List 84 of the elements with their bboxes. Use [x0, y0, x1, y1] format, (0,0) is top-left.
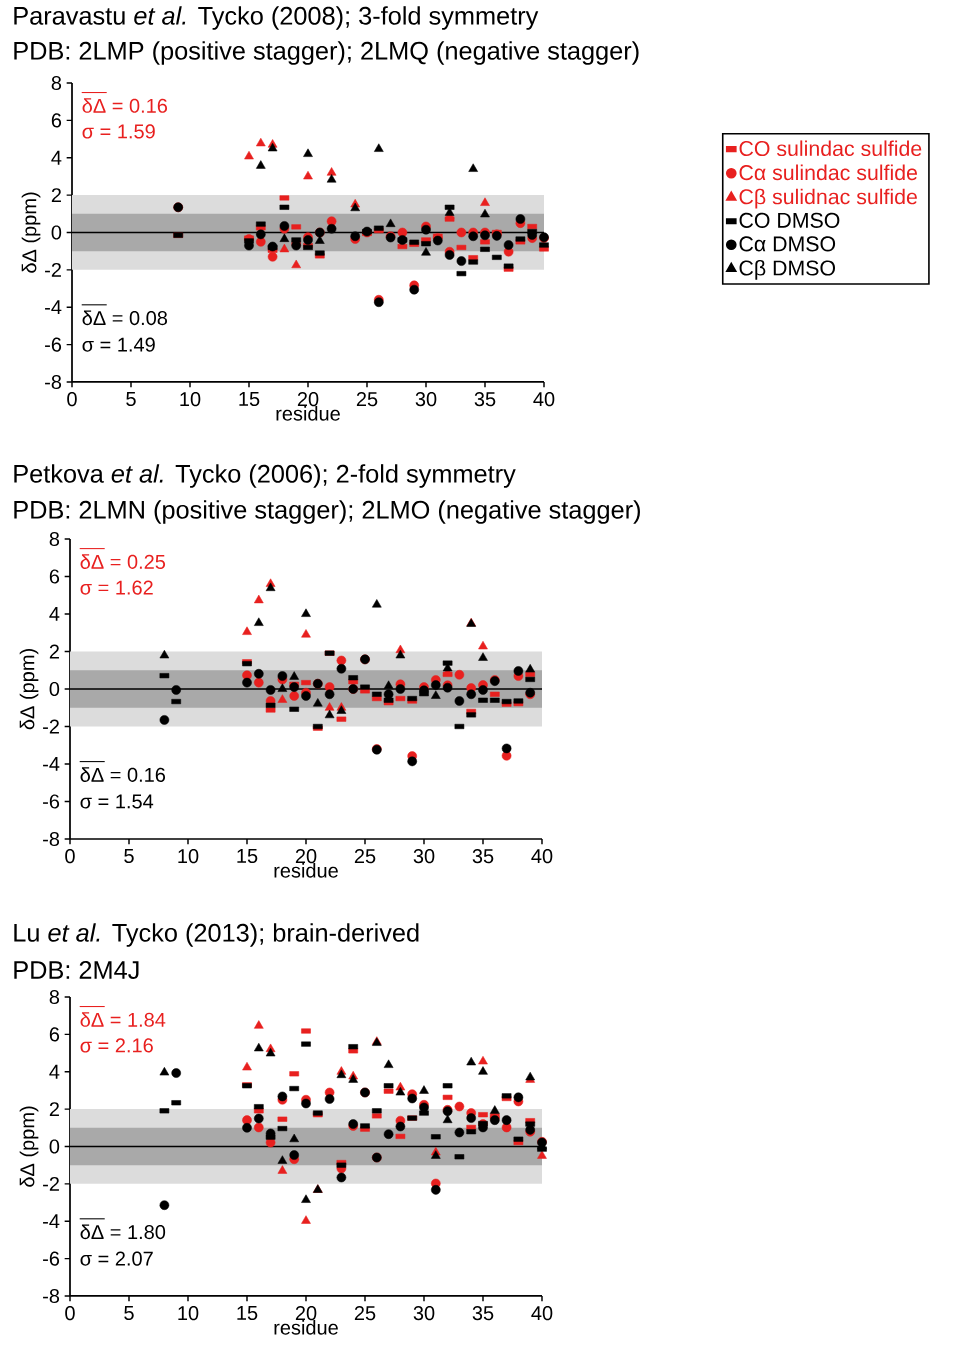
x-tick-label: 20: [295, 849, 317, 864]
x-tick-label: 10: [178, 1306, 199, 1321]
y-tick-label: 2: [51, 188, 61, 203]
y-tick-label: -6: [45, 337, 62, 352]
legend-label: Cα sulindac sulfide: [739, 164, 917, 181]
x-tick-label: 30: [415, 392, 437, 407]
x-tick-label: 15: [239, 392, 260, 406]
y-tick-label: 8: [51, 75, 62, 91]
chart-subtitle: PDB: 2LMN (positive stagger); 2LMO (negative stagger): [14, 500, 640, 524]
y-tick-label: -6: [43, 794, 60, 809]
legend-label: Cβ DMSO: [739, 259, 836, 280]
annotation: δΔ = 0.08: [82, 310, 168, 326]
annotation: δΔ = 0.16: [80, 767, 166, 782]
x-tick-label: 5: [124, 1306, 134, 1320]
legend-label: Cα DMSO: [739, 236, 836, 252]
x-tick-label: 15: [237, 849, 258, 863]
x-tick-label: 0: [65, 1306, 75, 1321]
x-tick-label: 40: [531, 849, 553, 864]
y-tick-label: 6: [51, 113, 62, 128]
x-tick-label: 40: [531, 1306, 553, 1321]
y-tick-label: 2: [49, 644, 59, 659]
annotation: σ = 1.54: [80, 794, 154, 809]
y-axis-title: δΔ (ppm): [19, 1106, 39, 1187]
x-tick-label: 30: [413, 849, 435, 864]
chart-title: Paravastu et al. Tycko (2008); 3-fold symmetry: [14, 6, 539, 30]
annotation: σ = 2.16: [80, 1038, 153, 1053]
legend-label: CO sulindac sulfide: [739, 140, 922, 157]
legend-label: Cβ sulidnac sulfide: [739, 188, 917, 209]
y-tick-label: -6: [43, 1251, 60, 1266]
x-tick-label: 35: [472, 849, 494, 864]
x-tick-label: 35: [472, 1306, 494, 1321]
x-tick-label: 25: [354, 849, 376, 864]
y-tick-label: 0: [49, 681, 60, 697]
annotation: δΔ = 1.80: [80, 1224, 166, 1240]
y-tick-label: 6: [49, 569, 60, 584]
y-tick-label: -4: [43, 1214, 60, 1229]
annotation: σ = 1.62: [80, 580, 153, 595]
y-tick-label: -4: [45, 300, 62, 315]
chart-title: Lu et al. Tycko (2013); brain-derived: [14, 923, 419, 947]
y-tick-label: 2: [49, 1102, 59, 1117]
y-tick-label: -8: [43, 1288, 60, 1304]
x-tick-label: 35: [474, 392, 496, 407]
x-tick-label: 10: [178, 849, 199, 864]
y-tick-label: 8: [49, 531, 60, 547]
y-tick-label: 4: [51, 150, 62, 165]
y-tick-label: -4: [43, 757, 60, 771]
x-tick-label: 0: [65, 849, 75, 864]
x-tick-label: 10: [180, 392, 201, 407]
legend-label: CO DMSO: [739, 212, 840, 228]
chart-subtitle: PDB: 2M4J: [14, 961, 139, 979]
x-tick-label: 0: [67, 392, 77, 407]
x-tick-label: 20: [295, 1306, 317, 1321]
y-axis-title: δΔ (ppm): [21, 192, 41, 273]
x-tick-label: 5: [124, 849, 134, 863]
y-tick-label: 8: [49, 989, 60, 1005]
annotation: δΔ = 0.25: [80, 554, 166, 569]
y-tick-label: -2: [43, 719, 59, 734]
x-axis-title: residue: [274, 1320, 338, 1335]
y-tick-label: -8: [43, 831, 60, 847]
y-tick-label: 0: [49, 1139, 60, 1154]
x-tick-label: 40: [533, 392, 555, 407]
annotation: σ = 1.59: [82, 124, 155, 139]
chart-subtitle: PDB: 2LMP (positive stagger); 2LMQ (negative stagger): [14, 41, 639, 65]
x-axis-title: residue: [276, 406, 340, 421]
y-tick-label: 0: [51, 225, 62, 240]
x-tick-label: 30: [413, 1306, 435, 1321]
x-tick-label: 5: [126, 392, 136, 406]
annotation: σ = 1.49: [82, 337, 155, 352]
y-tick-label: -2: [45, 262, 61, 277]
y-tick-label: 4: [49, 1064, 60, 1079]
y-tick-label: -2: [43, 1176, 59, 1191]
annotation: σ = 2.07: [80, 1251, 153, 1266]
y-tick-label: 4: [49, 607, 60, 621]
x-tick-label: 25: [356, 392, 378, 407]
y-axis-title: δΔ (ppm): [19, 649, 39, 730]
x-axis-title: residue: [274, 863, 338, 878]
x-tick-label: 20: [297, 392, 319, 407]
x-tick-label: 15: [237, 1306, 258, 1320]
y-tick-label: -8: [45, 374, 62, 390]
annotation: δΔ = 0.16: [82, 98, 168, 113]
y-tick-label: 6: [49, 1027, 60, 1042]
x-tick-label: 25: [354, 1306, 376, 1321]
chart-title: Petkova et al. Tycko (2006); 2-fold symmetry: [14, 464, 516, 488]
annotation: δΔ = 1.84: [80, 1012, 166, 1027]
